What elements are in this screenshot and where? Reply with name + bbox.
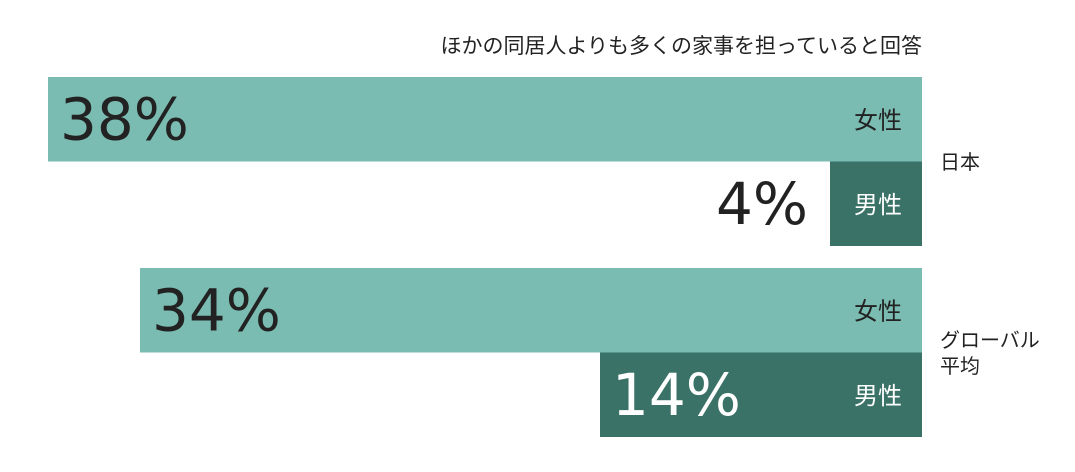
value-label: 34% <box>152 276 281 344</box>
bar <box>600 352 922 437</box>
category-label: 日本 <box>940 149 980 174</box>
bar <box>140 268 922 353</box>
value-label: 4% <box>716 170 808 238</box>
category-label: グローバル平均 <box>940 327 1040 378</box>
series-label: 女性 <box>854 297 902 325</box>
value-label: 14% <box>612 361 741 429</box>
value-label: 38% <box>60 85 189 153</box>
series-label: 女性 <box>854 106 902 134</box>
chart-title: ほかの同居人よりも多くの家事を担っていると回答 <box>440 34 922 58</box>
bar <box>48 77 922 162</box>
series-label: 男性 <box>854 382 902 410</box>
series-label: 男性 <box>854 191 902 219</box>
bar <box>830 161 922 246</box>
